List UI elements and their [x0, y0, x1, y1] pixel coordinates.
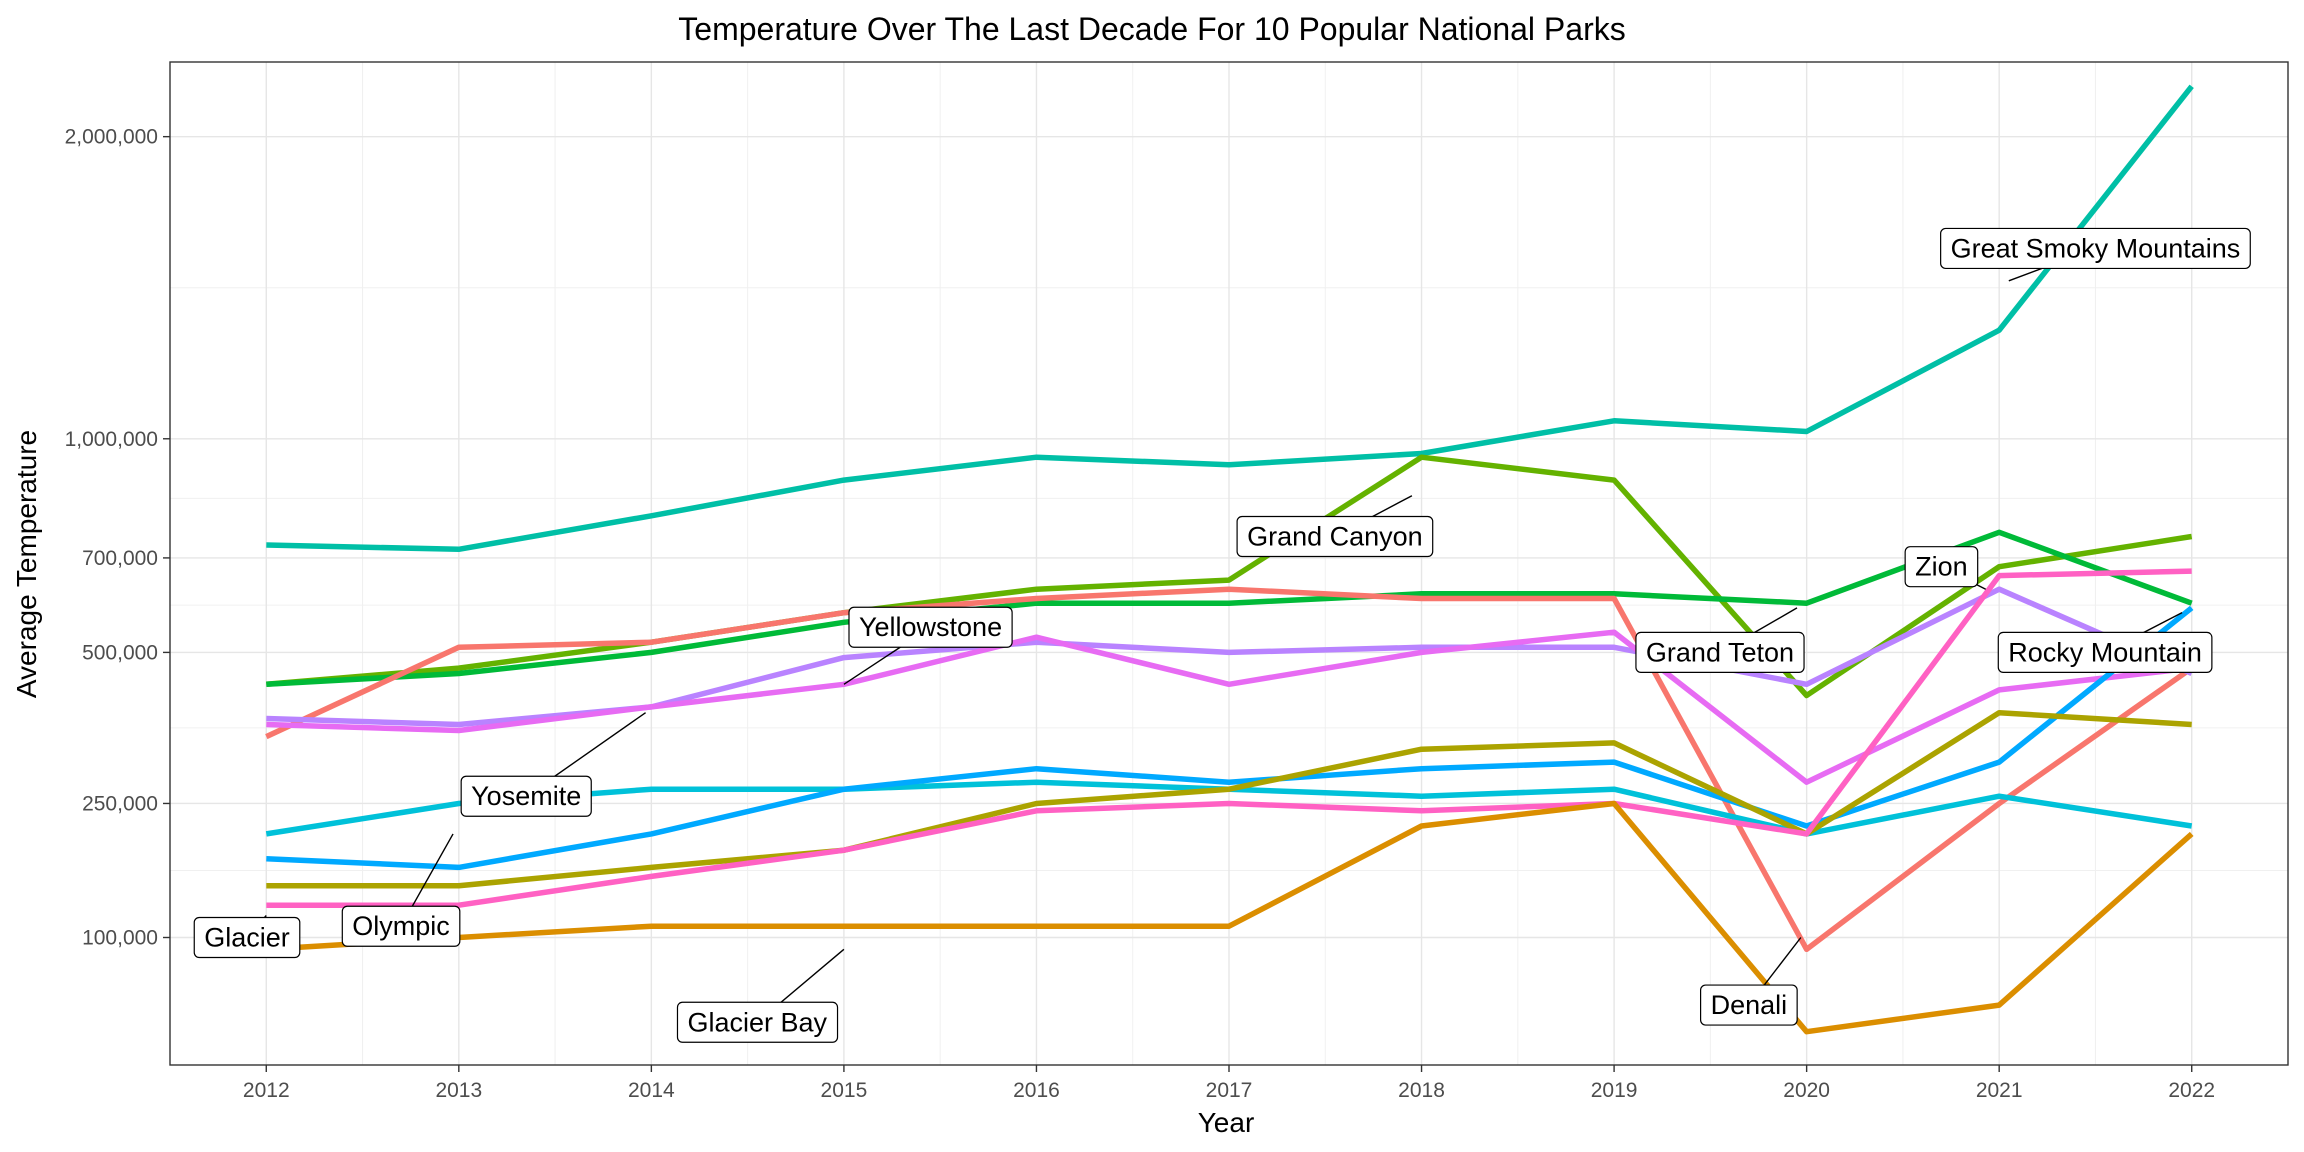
annotation-box	[676, 1001, 839, 1043]
x-tick-label: 2019	[1591, 1079, 1638, 1102]
x-tick-label: 2018	[1398, 1079, 1445, 1102]
annotation-olympic: Olympic	[341, 833, 461, 947]
series-line-great-smoky-mountains	[266, 84, 2194, 553]
y-axis-ticks: 100,000 250,000 500,000 700,000 1,000,000 2,0…	[65, 126, 170, 950]
x-tick-label: 2020	[1783, 1079, 1830, 1102]
annotation-box	[1699, 984, 1798, 1026]
y-tick-label: 100,000	[82, 927, 158, 950]
annotation-label: Olympic	[352, 911, 450, 941]
x-axis-title: Year	[1198, 1107, 1255, 1138]
annotation-label: Rocky Mountain	[2008, 637, 2202, 667]
x-tick-label: 2014	[628, 1079, 675, 1102]
annotation-label: Glacier Bay	[687, 1007, 827, 1037]
annotation-yellowstone: Yellowstone	[843, 606, 1013, 685]
annotation-grand-teton: Grand Teton	[1635, 607, 1805, 674]
x-tick-label: 2022	[2168, 1079, 2215, 1102]
annotation-box	[1236, 515, 1434, 558]
annotations: Great Smoky Mountains Grand Canyon Yellows…	[193, 227, 2251, 1043]
annotation-box	[193, 916, 301, 959]
annotation-rocky-mountain: Rocky Mountain	[1997, 612, 2213, 674]
annotation-label: Zion	[1915, 552, 1968, 582]
x-tick-label: 2013	[435, 1079, 482, 1102]
x-tick-label: 2012	[243, 1079, 290, 1102]
series-line-glacier-bay	[266, 800, 2194, 1035]
annotation-label: Yosemite	[471, 781, 581, 811]
annotation-box	[1997, 631, 2213, 674]
annotation-grand-canyon: Grand Canyon	[1236, 495, 1434, 558]
x-tick-label: 2016	[1013, 1079, 1060, 1102]
x-tick-label: 2017	[1206, 1079, 1253, 1102]
series-line-denali	[266, 568, 2192, 908]
y-axis-title: Average Temperature	[11, 430, 42, 698]
annotation-glacier: Glacier	[193, 915, 301, 959]
annotation-box	[1635, 631, 1805, 674]
annotation-label: Glacier	[204, 923, 290, 953]
annotation-box	[848, 606, 1013, 648]
x-tick-label: 2021	[1976, 1079, 2023, 1102]
annotation-yosemite: Yosemite	[460, 712, 646, 817]
series-line-glacier	[266, 709, 2192, 889]
series-line-grand-teton	[265, 586, 2194, 953]
annotation-label: Great Smoky Mountains	[1951, 233, 2241, 263]
annotation-label: Grand Teton	[1646, 637, 1794, 667]
annotation-box	[460, 775, 592, 817]
y-tick-label: 500,000	[82, 641, 158, 664]
chart-title: Temperature Over The Last Decade For 10 …	[678, 11, 1625, 47]
annotation-box	[1904, 546, 1979, 588]
annotation-great-smoky-mountains: Great Smoky Mountains	[1940, 227, 2251, 282]
y-tick-label: 700,000	[82, 547, 158, 570]
series-line-zion	[266, 529, 2193, 688]
annotation-label: Yellowstone	[859, 612, 1002, 642]
annotation-label: Denali	[1711, 990, 1788, 1020]
annotation-box	[341, 905, 461, 947]
annotation-denali: Denali	[1699, 937, 1802, 1026]
annotation-glacier-bay: Glacier Bay	[676, 948, 845, 1043]
x-axis-ticks: 2012 2013 2014 2015 2016 2017 2018 2019 2020 2021…	[243, 1065, 2215, 1102]
series-line-olympic	[266, 605, 2194, 871]
annotation-box	[1940, 227, 2251, 270]
annotation-label: Grand Canyon	[1247, 521, 1423, 551]
annotation-zion: Zion	[1904, 546, 1987, 590]
y-tick-label: 1,000,000	[65, 428, 158, 451]
x-tick-label: 2015	[821, 1079, 868, 1102]
series-lines	[265, 84, 2194, 1035]
y-tick-label: 2,000,000	[65, 126, 158, 149]
y-tick-label: 250,000	[82, 792, 158, 815]
